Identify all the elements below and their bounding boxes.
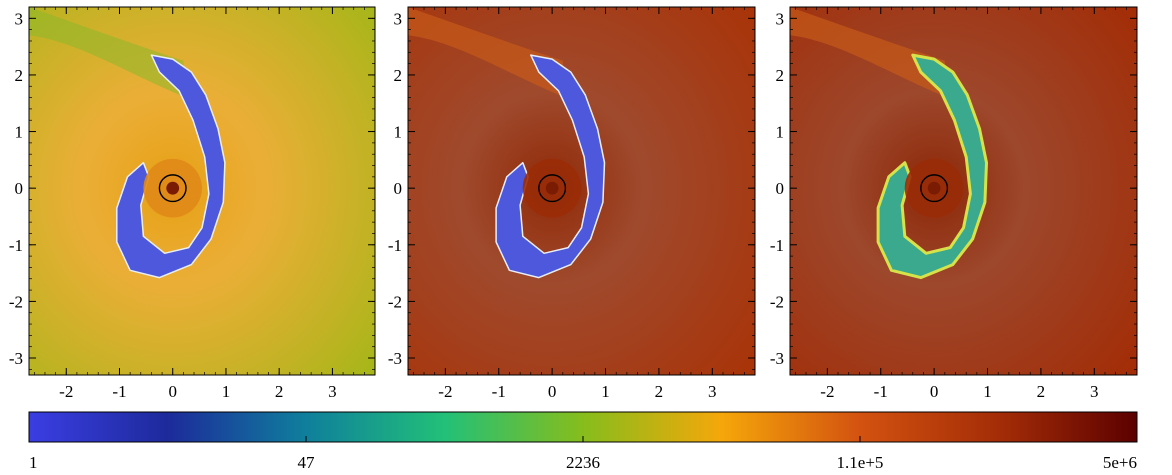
x-tick-label: 0 [930, 382, 939, 401]
object-circle [538, 174, 567, 203]
field-background [790, 7, 1137, 375]
y-tick-label: -2 [770, 292, 784, 311]
y-tick-label: -1 [9, 236, 23, 255]
density-field [408, 7, 755, 375]
core-center [927, 181, 941, 195]
panel-2: -2 -1 0 1 2 3 3 2 1 0 -1 -2 -3 [388, 6, 756, 401]
x-tick-label: 2 [655, 382, 664, 401]
x-tick-label: 3 [1090, 382, 1099, 401]
panel-3: -2 -1 0 1 2 3 3 2 1 0 -1 -2 -3 [770, 6, 1138, 401]
x-tick-label: 0 [548, 382, 557, 401]
y-tick-label: -3 [9, 349, 23, 368]
colorbar-tick-label: 47 [298, 453, 316, 472]
colorbar-tick-label: 2236 [566, 453, 600, 472]
core-center [166, 181, 180, 195]
y-tick-label: 3 [776, 9, 785, 28]
x-tick-label: -2 [59, 382, 73, 401]
y-tick-label: 0 [394, 179, 403, 198]
field-background [408, 7, 755, 375]
tidal-stream [495, 54, 606, 279]
y-tick-label: -3 [770, 349, 784, 368]
colorbar: 1 47 2236 1.1e+5 5e+6 [28, 411, 1138, 472]
tidal-stream [876, 53, 988, 280]
y-tick-label: -2 [9, 292, 23, 311]
colorbar-tick-label: 1 [29, 453, 38, 472]
x-tick-label: -1 [492, 382, 506, 401]
x-tick-label: 1 [601, 382, 610, 401]
panel-1: -2 -1 0 1 2 3 3 2 1 0 -1 -2 -3 [9, 6, 376, 401]
x-tick-label: -1 [112, 382, 126, 401]
object-circle [920, 174, 949, 203]
x-tick-label: 0 [168, 382, 177, 401]
tidal-stream [116, 54, 226, 279]
x-tick-label: -1 [874, 382, 888, 401]
y-tick-label: 0 [776, 179, 785, 198]
y-tick-label: -3 [388, 349, 402, 368]
axes-frame [789, 6, 1138, 376]
field-background [29, 7, 375, 375]
y-tick-label: 2 [776, 66, 785, 85]
density-field [790, 7, 1137, 375]
outflow-plume [408, 7, 566, 98]
x-tick-label: 1 [222, 382, 231, 401]
colorbar-tick-label: 1.1e+5 [837, 453, 884, 472]
x-tick-label: 1 [983, 382, 992, 401]
x-tick-label: 2 [275, 382, 284, 401]
y-tick-label: 1 [394, 123, 403, 142]
x-tick-label: 3 [708, 382, 717, 401]
panels-group: -2 -1 0 1 2 3 3 2 1 0 -1 -2 -3 -2 -1 0 1 2 3 3 2 1 0 -1 -2 -3 -2 -1… [9, 6, 1138, 401]
axes-frame [407, 6, 756, 376]
colorbar-tick-label: 5e+6 [1103, 453, 1137, 472]
y-tick-label: 3 [394, 9, 403, 28]
y-tick-label: 2 [15, 66, 24, 85]
x-tick-label: -2 [438, 382, 452, 401]
y-tick-label: 2 [394, 66, 403, 85]
y-tick-label: -1 [388, 236, 402, 255]
y-tick-label: -1 [770, 236, 784, 255]
object-circle [158, 174, 187, 203]
outflow-plume [790, 7, 948, 98]
y-tick-label: 3 [15, 9, 24, 28]
y-tick-label: 1 [776, 123, 785, 142]
x-tick-label: 2 [1037, 382, 1046, 401]
density-field [29, 7, 375, 375]
x-tick-label: -2 [820, 382, 834, 401]
y-tick-label: 1 [15, 123, 24, 142]
core-center [545, 181, 559, 195]
x-tick-label: 3 [328, 382, 337, 401]
outflow-plume [29, 7, 187, 98]
y-tick-label: -2 [388, 292, 402, 311]
y-tick-label: 0 [15, 179, 24, 198]
axes-frame [28, 6, 376, 376]
